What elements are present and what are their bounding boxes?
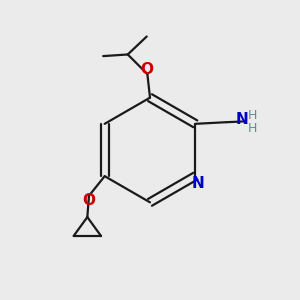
Text: N: N — [236, 112, 248, 128]
Text: H: H — [248, 122, 257, 135]
Text: N: N — [191, 176, 204, 191]
Text: O: O — [82, 193, 95, 208]
Text: O: O — [141, 62, 154, 77]
Text: H: H — [248, 109, 257, 122]
